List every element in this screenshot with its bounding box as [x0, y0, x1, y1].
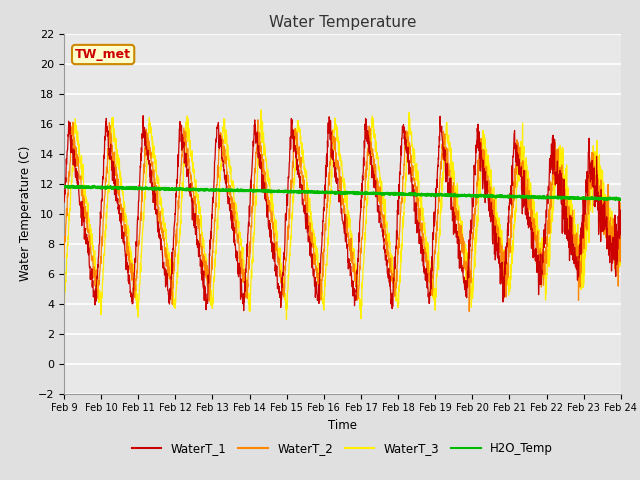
- Title: Water Temperature: Water Temperature: [269, 15, 416, 30]
- Y-axis label: Water Temperature (C): Water Temperature (C): [19, 146, 32, 281]
- Legend: WaterT_1, WaterT_2, WaterT_3, H2O_Temp: WaterT_1, WaterT_2, WaterT_3, H2O_Temp: [127, 437, 557, 460]
- X-axis label: Time: Time: [328, 419, 357, 432]
- Text: TW_met: TW_met: [75, 48, 131, 61]
